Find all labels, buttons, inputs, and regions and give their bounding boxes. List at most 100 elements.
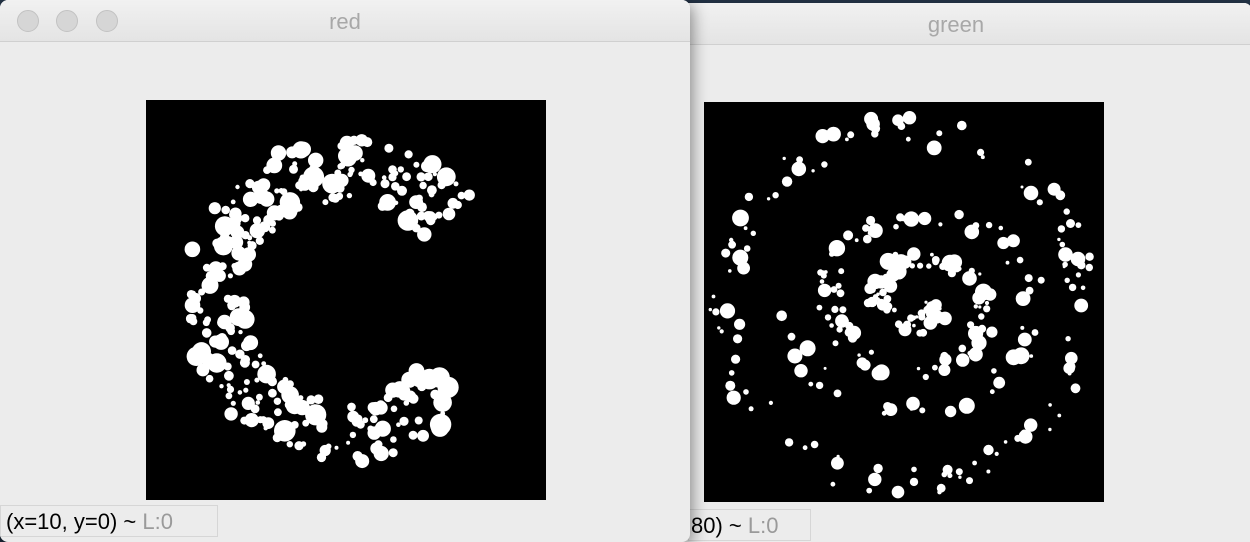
blob [316, 421, 328, 433]
blob [1018, 429, 1033, 444]
blob [360, 158, 365, 163]
green-window[interactable]: green 80) ~ L:0 [660, 3, 1250, 542]
blob [958, 344, 967, 353]
blob [319, 444, 331, 457]
blob [862, 224, 870, 232]
blob [339, 155, 348, 164]
blob [734, 318, 746, 330]
blob [274, 408, 282, 417]
red-window[interactable]: red (x=10, y=0) ~ L:0 [0, 0, 690, 542]
traffic-light-zoom-icon[interactable] [96, 10, 118, 32]
blob [873, 463, 883, 474]
blob [210, 354, 222, 366]
blob [815, 381, 824, 390]
blob [972, 460, 977, 466]
blob [972, 291, 986, 305]
blob [867, 230, 873, 236]
blob [826, 126, 841, 142]
blob [1074, 298, 1089, 313]
blob [968, 325, 984, 342]
blob [750, 230, 756, 236]
blob [397, 210, 419, 231]
blob [1062, 261, 1068, 268]
blob [784, 438, 794, 447]
blob [282, 376, 289, 383]
blob [457, 191, 466, 200]
traffic-light-minimize-icon[interactable] [56, 10, 78, 32]
blob [868, 286, 876, 294]
blob [229, 235, 244, 250]
blob [1029, 354, 1034, 358]
blob [290, 401, 300, 411]
green-image-canvas[interactable] [704, 102, 1104, 502]
blob [397, 185, 407, 196]
traffic-light-close-icon[interactable] [17, 10, 39, 32]
blob [262, 417, 275, 429]
blob [430, 213, 438, 221]
blob [228, 294, 241, 308]
blob [358, 171, 364, 177]
blob [1024, 274, 1033, 283]
blob [726, 390, 741, 405]
blob [422, 432, 428, 438]
blob [955, 468, 963, 476]
blob [766, 197, 771, 201]
blob [218, 262, 227, 271]
blob [968, 347, 983, 362]
blob [184, 297, 201, 313]
blob [919, 328, 928, 337]
blob [379, 194, 396, 211]
blob [917, 262, 924, 269]
red-window-titlebar[interactable]: red [0, 0, 690, 42]
blob [200, 348, 210, 358]
blob [294, 441, 304, 451]
blob [229, 210, 238, 219]
blob [225, 323, 235, 333]
blob [733, 334, 743, 344]
red-image [184, 134, 475, 469]
blob [836, 454, 840, 458]
blob [423, 211, 433, 221]
blob [235, 184, 240, 190]
blob [213, 269, 226, 282]
blob [930, 252, 934, 257]
red-status-coords: (x=10, y=0) ~ [6, 509, 143, 534]
blob [239, 357, 250, 368]
blob [213, 236, 233, 256]
blob [708, 307, 712, 312]
blob [392, 170, 399, 176]
green-window-titlebar[interactable]: green [660, 3, 1250, 45]
blob [729, 237, 734, 243]
blob [1057, 225, 1066, 233]
red-image-canvas[interactable] [146, 100, 546, 500]
green-status-level: L:0 [747, 513, 779, 538]
blob [241, 214, 250, 223]
blob [879, 252, 897, 270]
blob [728, 370, 735, 376]
blob [381, 175, 387, 180]
blob [408, 430, 418, 440]
blob [367, 425, 374, 432]
blob [942, 464, 953, 475]
blob [334, 177, 345, 187]
blob [225, 392, 233, 400]
blob [985, 221, 993, 229]
blob [873, 367, 879, 373]
blob [241, 247, 256, 262]
blob [201, 276, 219, 294]
blob [280, 188, 288, 196]
blob [239, 301, 251, 313]
blob [817, 269, 824, 276]
blob [286, 441, 293, 448]
blob [347, 145, 363, 161]
blob [1023, 185, 1039, 201]
blob [414, 416, 423, 425]
blob [866, 487, 873, 494]
blob [383, 393, 393, 403]
blob [897, 122, 906, 130]
blob [292, 141, 310, 159]
blob [442, 207, 456, 221]
blob [237, 390, 243, 395]
blob [912, 323, 916, 328]
blob [278, 207, 289, 217]
